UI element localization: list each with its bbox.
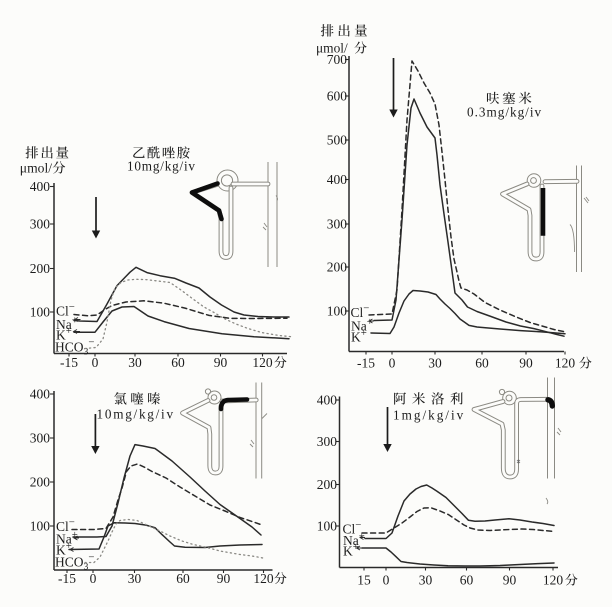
svg-text:90: 90 xyxy=(503,573,517,588)
svg-text:120: 120 xyxy=(543,573,564,588)
svg-text:90: 90 xyxy=(214,355,228,370)
svg-text:μmol/: μmol/ xyxy=(316,41,348,56)
svg-text:120: 120 xyxy=(252,355,273,370)
svg-text:1mg/kg/iv: 1mg/kg/iv xyxy=(393,408,465,423)
svg-text:400: 400 xyxy=(327,172,348,187)
svg-text:300: 300 xyxy=(327,217,348,232)
svg-text:10mg/kg/iv: 10mg/kg/iv xyxy=(97,407,175,422)
svg-text:120: 120 xyxy=(253,571,274,586)
svg-text:200: 200 xyxy=(327,260,348,275)
svg-text:300: 300 xyxy=(30,217,51,232)
svg-text:200: 200 xyxy=(317,477,338,492)
svg-text:30: 30 xyxy=(128,355,142,370)
svg-text:120: 120 xyxy=(555,356,576,371)
svg-text:0.3mg/kg/iv: 0.3mg/kg/iv xyxy=(467,105,542,120)
svg-text:μmol/: μmol/ xyxy=(20,161,52,176)
svg-text:30: 30 xyxy=(428,356,442,371)
svg-text:15: 15 xyxy=(357,573,371,588)
svg-text:300: 300 xyxy=(317,434,338,449)
svg-text:30: 30 xyxy=(128,571,142,586)
svg-text:400: 400 xyxy=(317,393,338,408)
svg-text:500: 500 xyxy=(327,133,348,148)
svg-text:90: 90 xyxy=(217,571,231,586)
svg-text:400: 400 xyxy=(30,387,51,402)
svg-text:0: 0 xyxy=(92,355,99,370)
svg-text:60: 60 xyxy=(176,571,190,586)
svg-text:10mg/kg/iv: 10mg/kg/iv xyxy=(127,159,196,174)
svg-text:200: 200 xyxy=(30,261,51,276)
svg-text:0: 0 xyxy=(90,571,97,586)
svg-text:700: 700 xyxy=(327,52,348,67)
svg-text:-15: -15 xyxy=(357,356,375,371)
svg-text:200: 200 xyxy=(30,475,51,490)
svg-text:-15: -15 xyxy=(58,571,76,586)
svg-text:60: 60 xyxy=(171,355,185,370)
svg-text:100: 100 xyxy=(317,519,338,534)
svg-text:0: 0 xyxy=(383,573,390,588)
svg-text:600: 600 xyxy=(327,89,348,104)
svg-text:100: 100 xyxy=(30,305,51,320)
svg-text:0: 0 xyxy=(389,356,396,371)
svg-text:100: 100 xyxy=(327,304,348,319)
svg-text:300: 300 xyxy=(30,431,51,446)
svg-text:60: 60 xyxy=(460,573,474,588)
svg-text:400: 400 xyxy=(30,179,51,194)
svg-text:90: 90 xyxy=(519,356,533,371)
svg-text:60: 60 xyxy=(475,356,489,371)
svg-text:100: 100 xyxy=(30,519,51,534)
svg-text:30: 30 xyxy=(419,573,433,588)
svg-text:-15: -15 xyxy=(60,355,78,370)
